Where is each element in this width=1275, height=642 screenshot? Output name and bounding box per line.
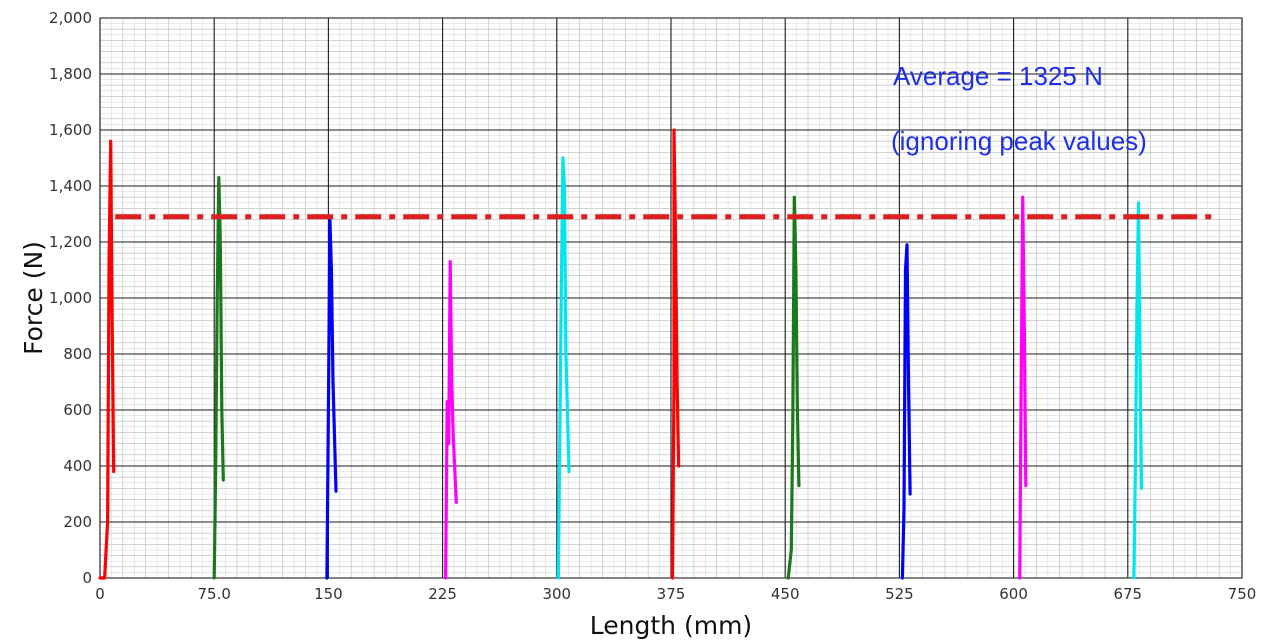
x-tick-label: 150 [314,585,343,603]
y-tick-label: 1,200 [49,233,92,251]
y-tick-label: 600 [63,401,92,419]
y-tick-label: 200 [63,513,92,531]
y-tick-labels: 0 200 400 600 800 1,000 1,200 1,400 1,600 1,800 2,… [49,9,92,587]
x-tick-label: 450 [771,585,800,603]
y-tick-label: 1,000 [49,289,92,307]
x-tick-label: 525 [885,585,914,603]
series-line [900,243,912,580]
x-tick-label: 0 [95,585,105,603]
series-line [670,128,681,580]
series-line [325,218,338,580]
y-tick-label: 0 [82,569,92,587]
x-tick-label: 225 [428,585,457,603]
x-tick-labels: 0 75.0 150 225 300 375 450 525 600 675 750 [95,585,1256,603]
y-axis-label: Force (N) [19,241,48,355]
x-tick-label: 600 [999,585,1028,603]
y-tick-label: 800 [63,345,92,363]
y-tick-label: 400 [63,457,92,475]
y-tick-label: 1,600 [49,121,92,139]
x-axis-label: Length (mm) [590,611,752,640]
x-tick-label: 750 [1228,585,1257,603]
average-annotation: Average = 1325 N [893,61,1103,91]
series-line [556,156,571,580]
series-line [1018,195,1028,580]
x-tick-label: 675 [1113,585,1142,603]
series-line [98,139,116,580]
y-tick-label: 1,800 [49,65,92,83]
major-gridlines [99,17,1243,579]
series-layer [98,128,1144,580]
x-tick-label: 375 [657,585,686,603]
series-line [212,176,225,580]
series-line [786,195,801,580]
series-line [444,260,458,580]
y-tick-label: 1,400 [49,177,92,195]
x-tick-label: 300 [542,585,571,603]
y-tick-label: 2,000 [49,9,92,27]
x-tick-label: 75.0 [197,585,230,603]
series-line [1132,201,1144,580]
ignoring-peaks-annotation: (ignoring peak values) [891,126,1147,156]
